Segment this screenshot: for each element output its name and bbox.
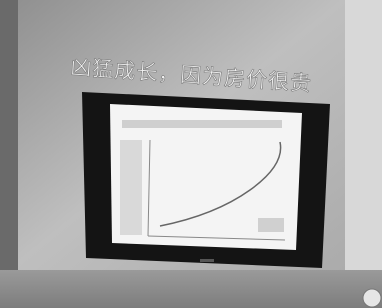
- photo: 凶猛成长，因为房价很贵: [0, 0, 382, 308]
- left-edge: [0, 0, 18, 308]
- screen-title-blur: [122, 120, 282, 128]
- lower-wall: [0, 270, 382, 308]
- screen-labels-blur: [120, 140, 142, 235]
- screen-note-blur: [258, 218, 284, 232]
- tv-logo: [200, 259, 214, 262]
- corner-icon: [363, 289, 381, 307]
- right-column: [345, 0, 382, 308]
